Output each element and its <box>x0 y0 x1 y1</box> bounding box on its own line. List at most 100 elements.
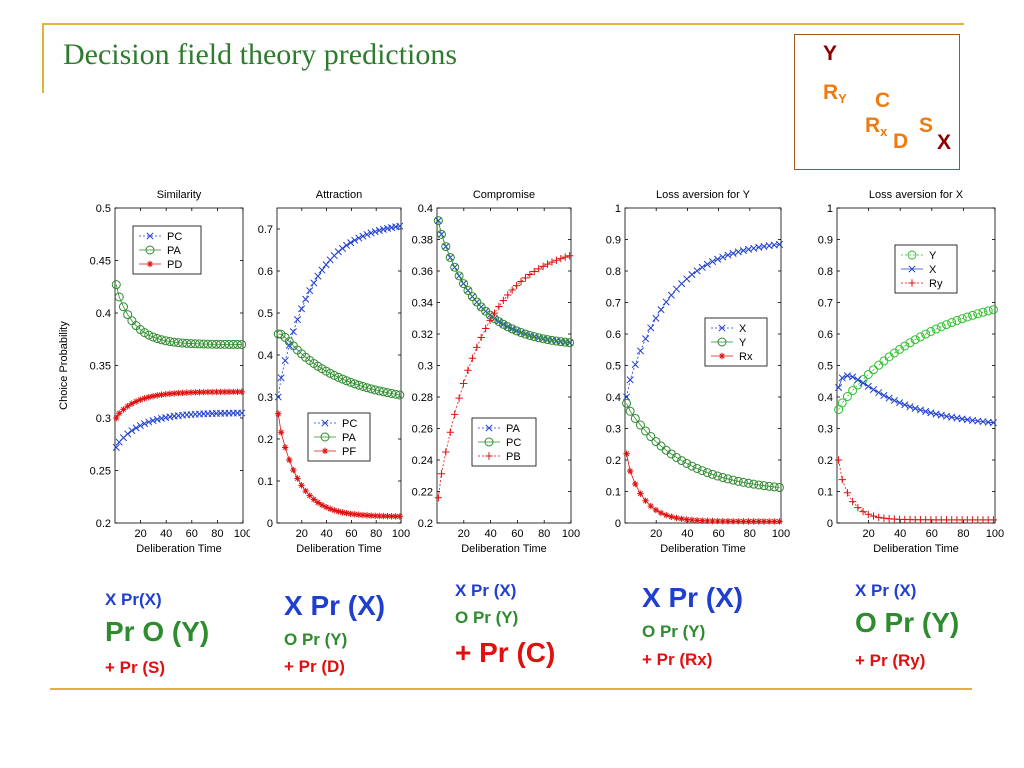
chart-svg: Compromise 20 40 60 80 100 Deliberation Time 0.… <box>412 189 581 555</box>
legend-marker <box>146 232 154 240</box>
diagram-label-rx: Rx <box>865 115 887 138</box>
data-point <box>486 316 494 325</box>
data-point <box>375 226 383 234</box>
data-point <box>543 260 552 268</box>
data-point <box>738 477 748 487</box>
data-point <box>343 241 351 249</box>
data-point <box>931 324 941 334</box>
data-point <box>464 366 472 374</box>
caption-5-line-2: O Pr (Y) <box>855 607 960 638</box>
data-point <box>481 324 490 333</box>
data-point <box>952 316 962 326</box>
data-point <box>355 234 363 242</box>
data-point <box>217 388 224 396</box>
data-point <box>337 374 347 384</box>
x-axis-label: Deliberation Time <box>873 543 959 555</box>
legend-label: X <box>739 323 747 335</box>
data-point <box>277 374 285 382</box>
data-point <box>622 398 632 408</box>
legend: XY Rx <box>704 317 768 367</box>
data-point <box>286 456 293 464</box>
x-axis-label: Deliberation Time <box>660 543 746 555</box>
data-point <box>395 390 405 400</box>
data-point <box>298 482 305 489</box>
caption-1-line-2: Pr O (Y) <box>105 616 210 647</box>
data-point <box>927 409 935 417</box>
x-tick-label: 60 <box>712 528 724 540</box>
data-point <box>238 388 245 396</box>
legend: PA PC PB <box>471 417 537 467</box>
left-rule <box>42 25 44 93</box>
data-point <box>275 410 282 417</box>
x-tick-label: 80 <box>744 528 756 540</box>
data-point <box>175 389 182 397</box>
data-point <box>351 236 359 244</box>
data-point <box>729 518 737 525</box>
data-point <box>740 518 747 525</box>
data-point <box>454 271 464 281</box>
series-pc <box>112 409 246 451</box>
data-point <box>366 384 376 394</box>
data-point <box>983 306 993 316</box>
caption-5-line-3: + Pr (Ry) <box>855 651 926 670</box>
data-point <box>459 379 468 388</box>
data-point <box>697 466 707 476</box>
data-point <box>729 249 737 257</box>
data-point <box>325 368 335 378</box>
x-tick-label: 20 <box>134 528 146 540</box>
data-point <box>335 508 342 515</box>
data-point <box>552 256 561 264</box>
series-pc <box>274 222 404 401</box>
data-point <box>116 410 123 417</box>
data-point <box>442 448 450 456</box>
y-tick-label: 0.8 <box>606 266 621 278</box>
data-point <box>342 376 352 386</box>
data-point <box>854 376 862 384</box>
legend-marker <box>485 424 493 432</box>
data-point <box>237 339 247 349</box>
data-point <box>314 499 322 506</box>
data-point <box>688 516 696 524</box>
data-point <box>869 512 878 520</box>
caption-3-line-1: X Pr (X) <box>455 581 517 600</box>
data-point <box>516 328 526 338</box>
data-point <box>693 517 701 524</box>
caption-4-line-3: + Pr (Rx) <box>642 650 713 669</box>
x-tick-label: 20 <box>458 528 470 540</box>
data-point <box>962 312 972 322</box>
data-point <box>128 400 136 407</box>
data-point <box>468 354 477 362</box>
data-point <box>864 382 872 390</box>
data-point <box>835 383 843 392</box>
data-point <box>724 251 732 259</box>
data-point <box>848 497 857 506</box>
y-tick-label: 0.8 <box>818 266 833 278</box>
legend-label: Y <box>739 337 747 349</box>
data-point <box>322 261 330 269</box>
data-point <box>632 480 639 488</box>
diagram-label-d: D <box>893 130 909 153</box>
data-point <box>136 422 144 430</box>
data-point <box>733 476 743 486</box>
x-tick-label: 40 <box>160 528 172 540</box>
x-axis-label: Deliberation Time <box>296 543 382 555</box>
data-point <box>682 458 692 468</box>
data-point <box>141 395 148 402</box>
data-point <box>392 513 399 520</box>
chart-title: Attraction <box>316 189 362 201</box>
top-rule <box>42 23 964 25</box>
legend-marker <box>320 432 330 442</box>
caption-2-line-1: X Pr (X) <box>284 590 386 621</box>
legend-label: PD <box>167 259 182 271</box>
series-pa <box>273 329 405 400</box>
data-point <box>683 275 691 283</box>
data-point <box>548 258 556 266</box>
data-point <box>499 296 508 305</box>
data-point <box>495 302 503 311</box>
data-point <box>834 405 844 415</box>
data-point <box>347 239 355 247</box>
y-tick-label: 0.45 <box>90 256 111 268</box>
data-point <box>310 279 318 287</box>
y-tick-label: 0.5 <box>258 308 273 320</box>
data-point <box>508 286 516 294</box>
